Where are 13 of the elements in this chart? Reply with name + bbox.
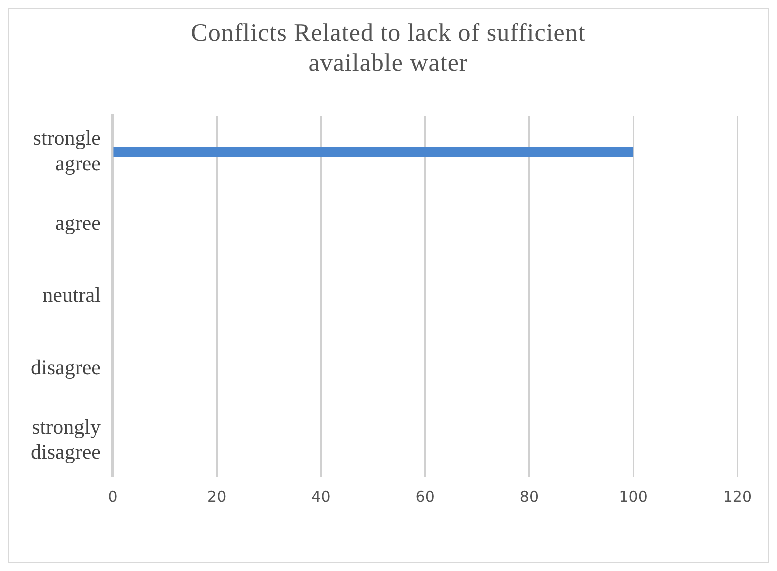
x-tick-label: 20	[208, 488, 227, 506]
x-tick-label: 40	[312, 488, 331, 506]
y-tick-label: agree	[55, 210, 101, 235]
x-tick-label: 100	[619, 488, 648, 506]
x-tick-label: 120	[723, 488, 752, 506]
chart-title: Conflicts Related to lack of sufficient available water	[190, 19, 587, 79]
y-tick-label: strongly disagree	[30, 414, 102, 464]
x-tick-label: 0	[108, 488, 118, 506]
x-tick-label: 80	[520, 488, 539, 506]
y-tick-label: disagree	[30, 355, 101, 380]
y-tick-label: strongle agree	[33, 126, 101, 176]
y-tick-label: neutral	[42, 283, 102, 308]
x-tick-label: 60	[416, 488, 435, 506]
